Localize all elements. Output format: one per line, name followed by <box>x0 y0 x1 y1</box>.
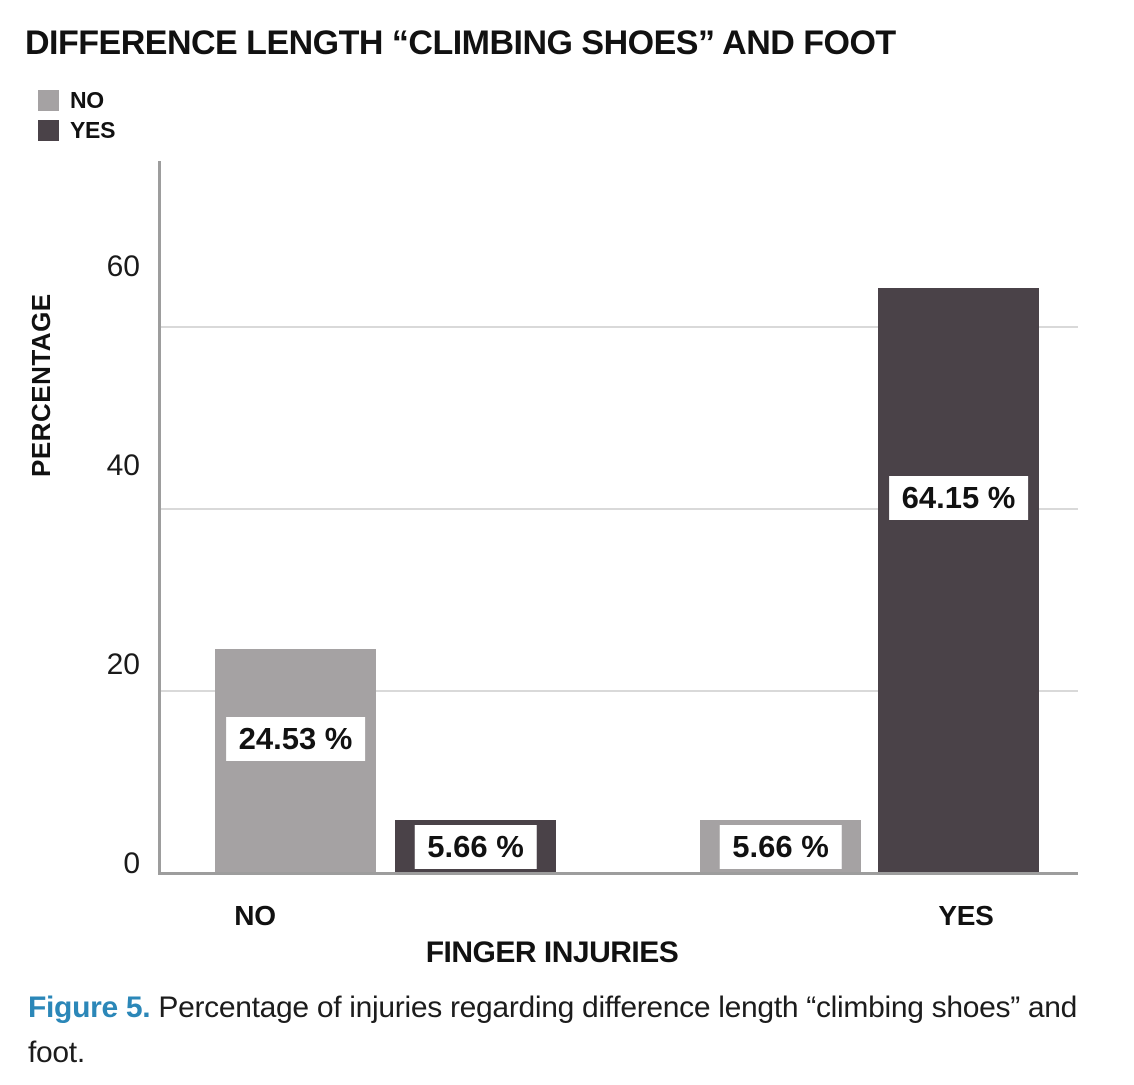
legend-label-no: NO <box>70 86 104 113</box>
x-axis-line <box>158 872 1078 875</box>
legend-item-yes: YES <box>38 115 115 145</box>
y-tick-label-40: 40 <box>106 449 140 482</box>
bar-yes-yes <box>878 288 1039 872</box>
y-tick-label-20: 20 <box>106 648 140 681</box>
y-tick-label-60: 60 <box>106 250 140 283</box>
chart-title: DIFFERENCE LENGTH “CLIMBING SHOES” AND F… <box>25 24 896 62</box>
y-tick-label-0: 0 <box>123 847 140 880</box>
figure-caption: Figure 5. Percentage of injuries regardi… <box>28 985 1118 1075</box>
legend: NO YES <box>38 85 115 145</box>
y-axis-title: PERCENTAGE <box>26 293 56 477</box>
gridline-40 <box>160 508 1078 510</box>
figure-caption-text: Percentage of injuries regarding differe… <box>28 991 1078 1069</box>
legend-swatch-no <box>38 89 59 111</box>
legend-label-yes: YES <box>70 116 116 143</box>
gridline-20 <box>160 690 1078 692</box>
bar-value-label-3: 64.15 % <box>888 476 1029 520</box>
legend-item-no: NO <box>38 85 115 115</box>
legend-swatch-yes <box>38 119 59 141</box>
bar-value-label-0: 24.53 % <box>225 717 366 761</box>
x-category-label-yes: YES <box>938 900 994 931</box>
bar-value-label-1: 5.66 % <box>414 825 537 869</box>
gridline-60 <box>160 326 1078 328</box>
x-axis-title: FINGER INJURIES <box>425 936 679 969</box>
x-category-label-no: NO <box>234 900 276 931</box>
y-axis-line <box>158 161 161 875</box>
figure-caption-label: Figure 5. <box>28 991 151 1024</box>
bar-value-label-2: 5.66 % <box>719 825 842 869</box>
